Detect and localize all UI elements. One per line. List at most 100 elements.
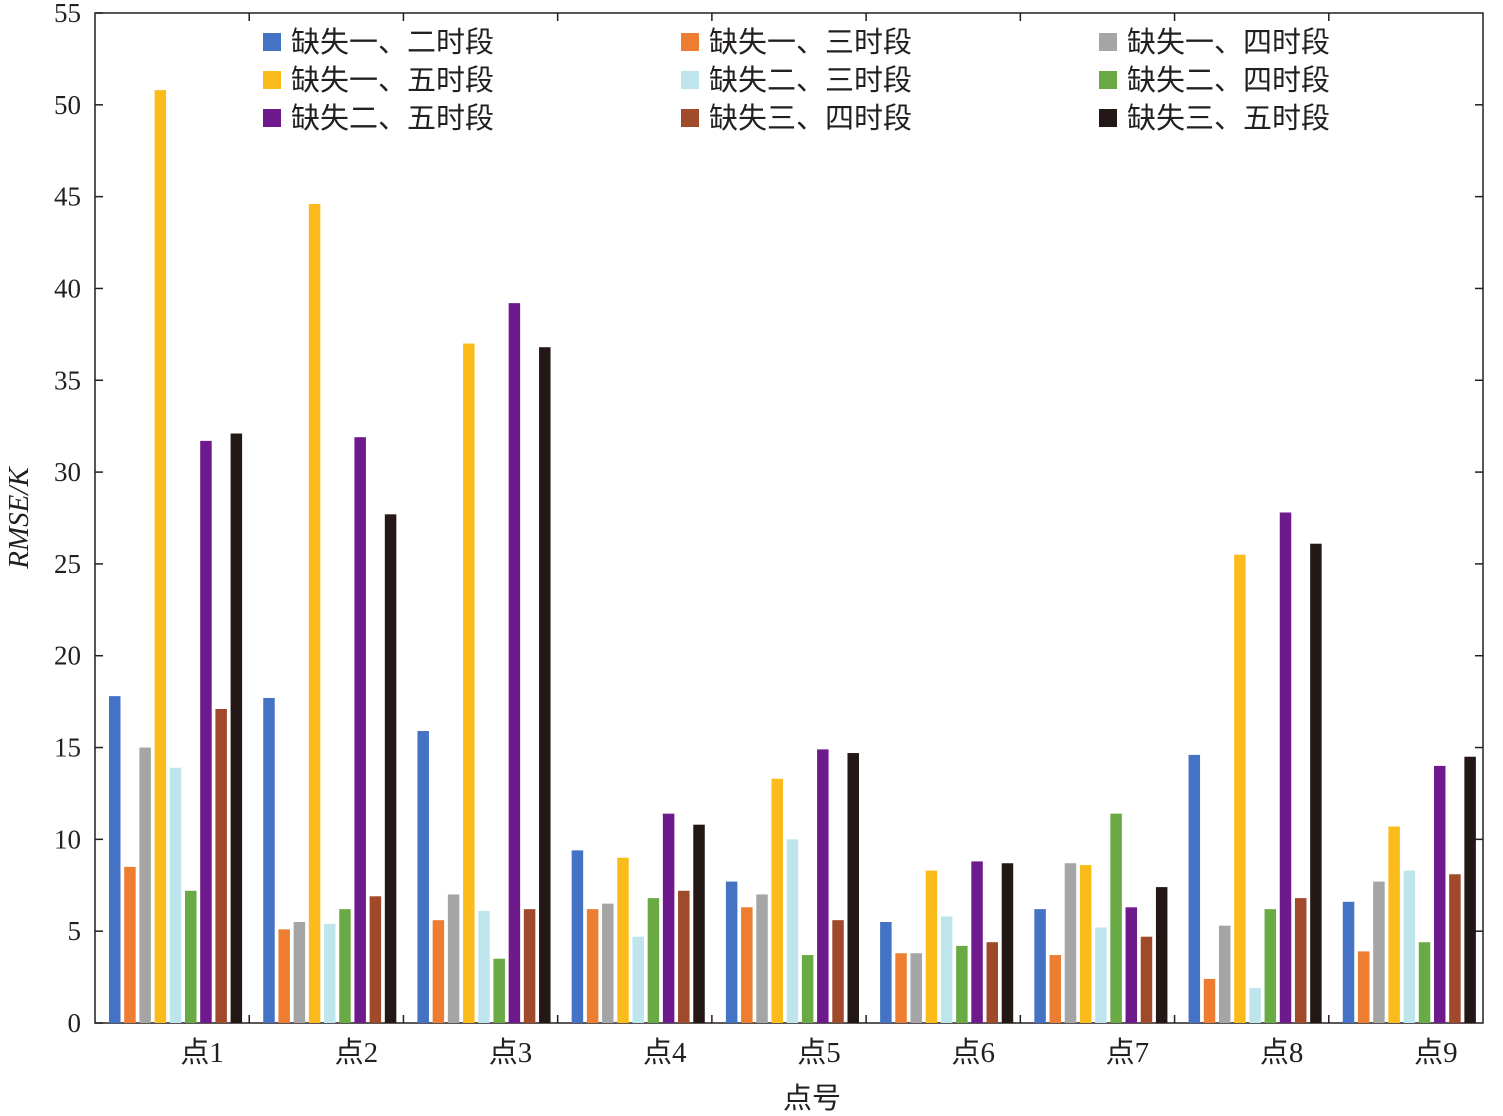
bar bbox=[417, 731, 429, 1023]
y-axis-ticks: 0 5 10 15 20 25 30 35 40 45 50 55 bbox=[54, 0, 1483, 1038]
bar bbox=[1418, 942, 1431, 1023]
bar bbox=[263, 697, 275, 1023]
bar bbox=[1357, 951, 1370, 1023]
legend-label: 缺失二、五时段 bbox=[291, 102, 494, 135]
bar bbox=[432, 920, 445, 1023]
bar bbox=[1449, 874, 1461, 1023]
bar bbox=[847, 753, 859, 1023]
bar bbox=[678, 890, 690, 1023]
legend-label: 缺失一、三时段 bbox=[709, 26, 912, 59]
bar bbox=[1001, 863, 1014, 1023]
bar bbox=[230, 433, 243, 1023]
legend-label: 缺失一、二时段 bbox=[291, 26, 494, 59]
bar bbox=[1264, 909, 1277, 1023]
bar bbox=[741, 907, 753, 1023]
category-label: 点5 bbox=[797, 1036, 841, 1069]
y-tick-label: 55 bbox=[54, 0, 81, 28]
bar bbox=[1110, 813, 1122, 1023]
bar bbox=[756, 894, 768, 1023]
legend-swatch bbox=[1099, 71, 1117, 89]
bar bbox=[293, 922, 306, 1023]
y-axis-title: RMSE/K bbox=[3, 466, 35, 570]
bar bbox=[339, 909, 351, 1023]
bar bbox=[539, 347, 551, 1024]
bar bbox=[185, 890, 197, 1023]
bar bbox=[1342, 901, 1355, 1023]
bar bbox=[986, 942, 999, 1023]
category-label: 点1 bbox=[180, 1036, 224, 1069]
bar bbox=[1310, 543, 1322, 1023]
bar bbox=[801, 955, 814, 1023]
legend-label: 缺失二、三时段 bbox=[709, 64, 912, 97]
bar bbox=[1234, 554, 1246, 1023]
legend-label: 缺失二、四时段 bbox=[1127, 64, 1330, 97]
bar bbox=[278, 929, 290, 1023]
category-label: 点3 bbox=[489, 1036, 533, 1069]
bar bbox=[109, 696, 121, 1023]
bar bbox=[369, 896, 382, 1023]
bar bbox=[617, 857, 629, 1023]
bar bbox=[1218, 925, 1231, 1023]
y-tick-label: 0 bbox=[68, 1008, 82, 1038]
bar bbox=[817, 749, 829, 1023]
legend-swatch bbox=[681, 109, 699, 127]
bar bbox=[1249, 988, 1261, 1023]
bar bbox=[910, 953, 923, 1023]
legend-label: 缺失三、五时段 bbox=[1127, 102, 1330, 135]
bar bbox=[586, 909, 599, 1023]
bar bbox=[215, 708, 227, 1023]
bar bbox=[571, 850, 584, 1023]
bars bbox=[109, 90, 1476, 1024]
bar bbox=[693, 824, 705, 1023]
legend-swatch bbox=[1099, 33, 1117, 51]
bar bbox=[169, 767, 182, 1023]
bar bbox=[1155, 887, 1168, 1023]
y-tick-label: 25 bbox=[54, 549, 81, 579]
category-label: 点4 bbox=[643, 1036, 687, 1069]
bar bbox=[880, 922, 892, 1023]
x-axis-title: 点号 bbox=[783, 1082, 841, 1115]
bar bbox=[602, 903, 614, 1023]
bar bbox=[725, 881, 738, 1023]
bar bbox=[832, 920, 844, 1023]
bar bbox=[1140, 936, 1153, 1023]
bar bbox=[956, 945, 968, 1023]
bar bbox=[1433, 765, 1446, 1023]
bar bbox=[508, 303, 521, 1023]
bar bbox=[200, 440, 212, 1023]
bar bbox=[1294, 898, 1307, 1023]
bar bbox=[1403, 870, 1416, 1023]
bar bbox=[463, 343, 475, 1024]
bar bbox=[354, 437, 366, 1023]
y-tick-label: 15 bbox=[54, 733, 81, 763]
legend-label: 缺失三、四时段 bbox=[709, 102, 912, 135]
bar bbox=[1079, 865, 1092, 1023]
bar bbox=[971, 861, 983, 1023]
legend-swatch bbox=[263, 71, 281, 89]
category-label: 点2 bbox=[335, 1036, 379, 1069]
bar bbox=[1373, 881, 1385, 1023]
bar bbox=[786, 839, 799, 1023]
bar bbox=[771, 778, 783, 1023]
bar bbox=[940, 916, 953, 1023]
category-label: 点9 bbox=[1414, 1036, 1458, 1069]
category-label: 点8 bbox=[1260, 1036, 1304, 1069]
bar bbox=[478, 910, 490, 1023]
legend-label: 缺失一、五时段 bbox=[291, 64, 494, 97]
x-axis-categories: 点1 点2 点3 点4 点5 点6 点7 点8 点9 bbox=[180, 13, 1458, 1069]
bar bbox=[124, 866, 136, 1023]
bar bbox=[1279, 512, 1292, 1023]
bar bbox=[308, 203, 321, 1023]
y-tick-label: 45 bbox=[54, 182, 81, 212]
bar bbox=[632, 936, 644, 1023]
y-tick-label: 20 bbox=[54, 641, 81, 671]
bar bbox=[662, 813, 675, 1023]
category-label: 点6 bbox=[951, 1036, 995, 1069]
bar bbox=[1203, 978, 1216, 1023]
bar bbox=[1064, 863, 1077, 1023]
bar bbox=[895, 953, 907, 1023]
y-tick-label: 35 bbox=[54, 365, 81, 395]
bar bbox=[154, 90, 167, 1024]
